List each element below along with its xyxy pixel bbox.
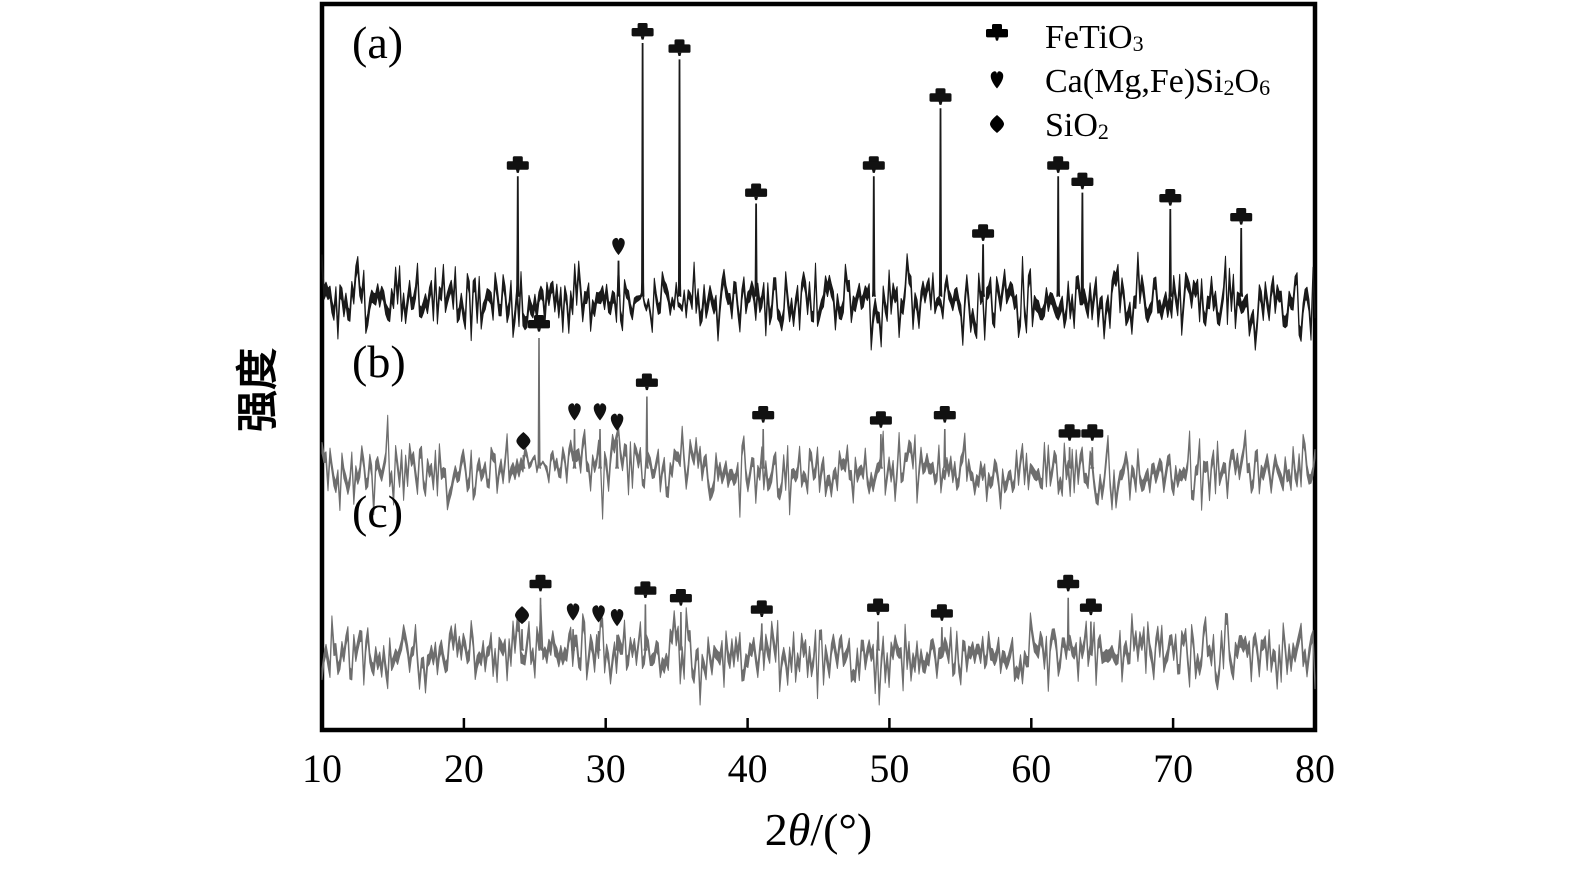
svg-text:2θ/(°): 2θ/(°)	[765, 804, 872, 855]
svg-text:强度: 强度	[234, 348, 281, 432]
svg-text:30: 30	[586, 746, 626, 791]
svg-text:FeTiO3: FeTiO3	[1045, 19, 1144, 56]
svg-text:40: 40	[728, 746, 768, 791]
svg-text:80: 80	[1295, 746, 1335, 791]
svg-text:20: 20	[444, 746, 484, 791]
svg-text:70: 70	[1153, 746, 1193, 791]
svg-text:(b): (b)	[352, 336, 406, 387]
svg-text:60: 60	[1011, 746, 1051, 791]
svg-text:Ca(Mg,Fe)Si2O6: Ca(Mg,Fe)Si2O6	[1045, 63, 1270, 100]
svg-text:50: 50	[869, 746, 909, 791]
svg-text:(c): (c)	[352, 486, 403, 537]
svg-text:10: 10	[302, 746, 342, 791]
svg-text:SiO2: SiO2	[1045, 107, 1109, 144]
svg-text:(a): (a)	[352, 17, 403, 68]
